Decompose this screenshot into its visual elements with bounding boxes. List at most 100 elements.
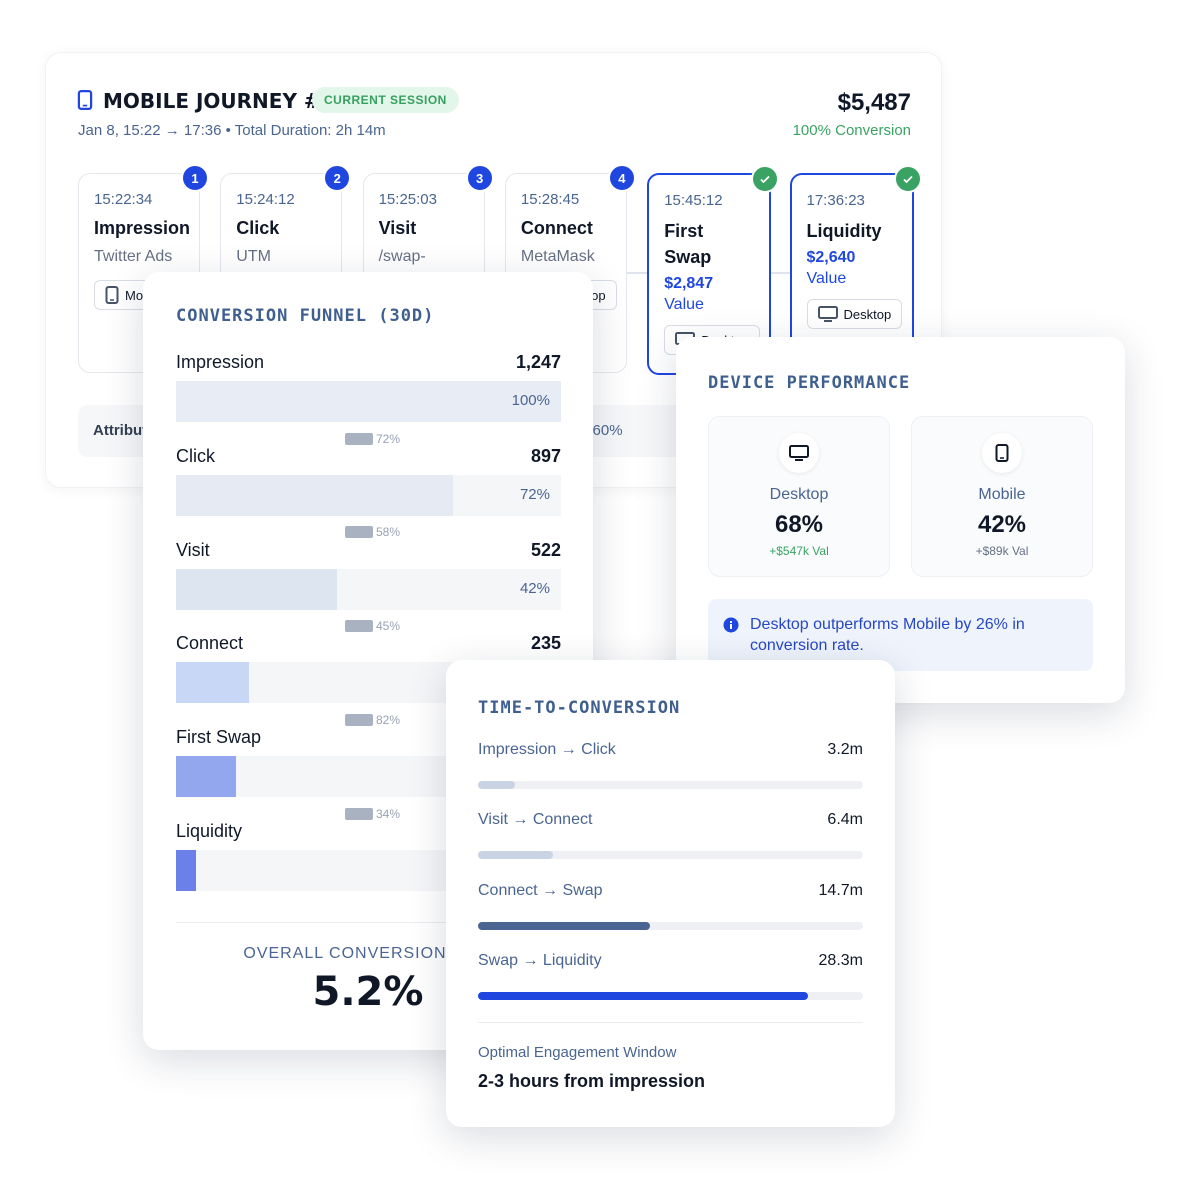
step-name: Connect: [520, 218, 593, 238]
step-rate-chip: 34%: [345, 806, 400, 821]
device-name: Desktop: [769, 486, 829, 503]
info-icon: [723, 617, 739, 638]
time-track: [478, 921, 863, 930]
device-icon: [982, 433, 1022, 473]
rate-icon: [345, 620, 373, 633]
step-rate-chip: 45%: [345, 619, 400, 634]
rate-icon: [345, 713, 373, 726]
device-tile: Desktop 68% +$547k Val: [708, 416, 890, 577]
bar-share: 72%: [519, 485, 550, 503]
time-track: [478, 781, 863, 789]
time-row-value: 6.4m: [827, 811, 863, 829]
time-row-label: Swap → Liquidity: [478, 952, 602, 970]
info-note: Desktop outperforms Mobile by 26% in con…: [708, 599, 1093, 671]
device-icon: [779, 433, 819, 473]
device-title: DEVICE PERFORMANCE: [708, 373, 911, 393]
step-value: $2,640: [806, 249, 856, 266]
step-badge: 3: [465, 164, 494, 192]
session-badge: CURRENT SESSION: [312, 87, 459, 113]
step-value-caption: Value: [806, 270, 847, 287]
rate-text: 45%: [376, 619, 401, 634]
step-source: /swap-: [378, 248, 426, 265]
time-row-label: Connect → Swap: [478, 881, 603, 899]
rate-text: 72%: [376, 431, 401, 446]
step-badge: 2: [323, 164, 352, 192]
step-time: 15:24:12: [236, 191, 295, 208]
step-time: 15:22:34: [94, 191, 153, 208]
divider: [176, 922, 561, 923]
device-card: DEVICE PERFORMANCE Desktop 68% +$547k Val Mo…: [676, 337, 1125, 703]
time-card: TIME-TO-CONVERSION Impression → Click 3.2m…: [446, 660, 895, 1127]
stage-name: Impression: [176, 352, 265, 372]
journey-conversion: 100% Conversion: [792, 122, 911, 139]
journey-icon: [77, 90, 93, 115]
stage-name: First Swap: [176, 727, 262, 748]
device-name: Mobile: [978, 486, 1026, 503]
time-title: TIME-TO-CONVERSION: [478, 698, 681, 718]
step-time: 15:25:03: [378, 191, 437, 208]
time-row-label: Visit → Connect: [478, 811, 593, 829]
step-check: [751, 165, 780, 193]
step-rate-chip: 72%: [345, 431, 400, 446]
funnel-bar: [176, 850, 197, 891]
bar-share: 42%: [519, 579, 550, 597]
stage-name: Visit: [176, 539, 210, 560]
step-time: 15:45:12: [664, 192, 723, 209]
footer-label: Optimal Engagement Window: [478, 1044, 677, 1061]
journey-subtitle: Jan 8, 15:22 → 17:36 • Total Duration: 2…: [78, 122, 386, 139]
time-bar: [478, 851, 553, 860]
rate-text: 82%: [376, 712, 401, 727]
footer-value: 2-3 hours from impression: [478, 1071, 706, 1091]
device-value: +$547k Val: [769, 544, 829, 558]
device-rate: 42%: [977, 511, 1027, 538]
device-chip: Desktop: [806, 299, 903, 329]
step-source: MetaMask: [520, 248, 595, 265]
journey-title: MOBILE JOURNEY #1: [103, 89, 335, 113]
rate-icon: [345, 526, 373, 539]
device-value: +$89k Val: [975, 544, 1029, 558]
time-row-value: 28.3m: [818, 952, 863, 970]
step-source: Twitter Ads: [94, 248, 173, 265]
rate-text: 58%: [376, 525, 401, 540]
time-row-value: 3.2m: [827, 741, 863, 758]
rate-icon: [345, 807, 373, 820]
step-card: 17:36:23 Liquidity $2,640 Value Desktop: [789, 165, 922, 375]
stage-count: 1,247: [515, 352, 561, 372]
stage-count: 522: [530, 539, 561, 560]
divider: [478, 1022, 863, 1023]
funnel-bar: [176, 568, 338, 610]
journey-total: $5,487: [837, 89, 911, 116]
funnel-bar: [176, 662, 249, 704]
time-row-value: 14.7m: [818, 881, 863, 899]
step-value-caption: Value: [664, 296, 704, 313]
step-rate-chip: 82%: [345, 712, 400, 727]
step-name: Visit: [378, 218, 417, 238]
stage-count: 235: [530, 633, 561, 654]
funnel-bar: [176, 474, 453, 516]
stage-name: Click: [176, 445, 215, 466]
overall-value: 5.2%: [312, 969, 424, 1015]
overall-label: OVERALL CONVERSION: [243, 945, 447, 962]
stage-name: Connect: [176, 633, 244, 654]
step-time: 15:28:45: [520, 191, 580, 208]
step-source: UTM: [236, 248, 271, 265]
device-tile: Mobile 42% +$89k Val: [911, 416, 1093, 577]
time-bar: [478, 921, 650, 930]
bar-share: 100%: [511, 392, 550, 409]
step-rate-chip: 58%: [345, 525, 400, 540]
stage-name: Liquidity: [176, 821, 243, 841]
time-track: [478, 851, 863, 860]
time-row-label: Impression → Click: [478, 741, 616, 758]
step-name: Liquidity: [806, 221, 882, 241]
stage-count: 897: [530, 445, 561, 466]
time-bar: [478, 992, 809, 1001]
device-label: Desktop: [843, 306, 892, 322]
rate-text: 34%: [376, 806, 401, 821]
step-name: Click: [236, 218, 280, 238]
step-badge: 4: [607, 164, 636, 192]
step-time: 17:36:23: [806, 192, 865, 209]
rate-icon: [345, 432, 373, 445]
funnel-bar: [176, 756, 236, 798]
time-bar: [478, 781, 516, 789]
step-name: First Swap: [664, 221, 712, 267]
